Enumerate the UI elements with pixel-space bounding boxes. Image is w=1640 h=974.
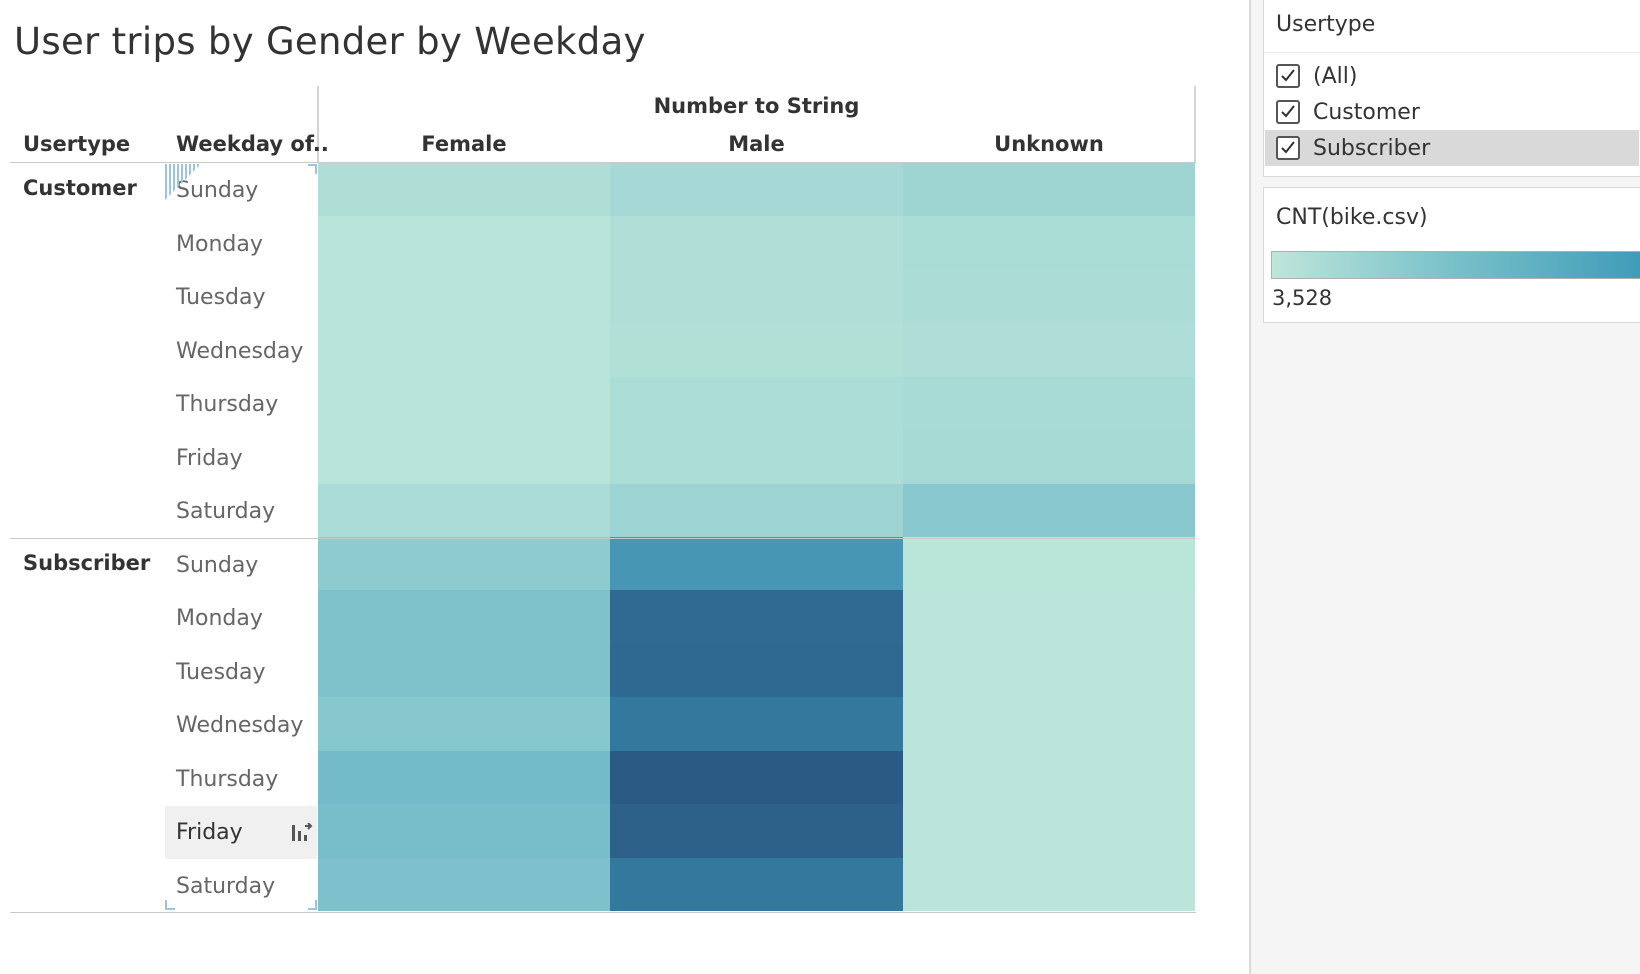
header-divider-right	[1194, 86, 1196, 163]
heatmap-cell[interactable]	[318, 484, 610, 537]
filter-title-rule	[1264, 52, 1640, 53]
table-bottom-rule	[10, 912, 1196, 913]
heatmap-cell[interactable]	[903, 377, 1195, 430]
section-divider	[10, 538, 1196, 539]
heatmap-cell[interactable]	[903, 858, 1195, 911]
heatmap-cell[interactable]	[318, 751, 610, 804]
heatmap-cell[interactable]	[318, 163, 610, 216]
legend-gradient-bar[interactable]	[1271, 251, 1640, 279]
heatmap-cell[interactable]	[318, 377, 610, 430]
heatmap-cell[interactable]	[318, 216, 610, 270]
heatmap-cell[interactable]	[610, 858, 903, 911]
page-title: User trips by Gender by Weekday	[14, 20, 646, 63]
selection-bracket	[308, 900, 317, 910]
filter-option-customer[interactable]: Customer	[1265, 94, 1639, 130]
row-header-weekday[interactable]: Weekday of..	[176, 132, 329, 156]
heatmap-cell[interactable]	[318, 430, 610, 484]
pane-divider[interactable]	[1249, 0, 1251, 974]
weekday-label[interactable]: Sunday	[176, 553, 259, 578]
heatmap-cell[interactable]	[318, 804, 610, 858]
weekday-label[interactable]: Monday	[176, 606, 263, 631]
header-bottom-rule	[10, 162, 1196, 163]
weekday-label[interactable]: Tuesday	[176, 285, 266, 310]
check-icon	[1281, 141, 1295, 154]
legend-min-label: 3,528	[1272, 286, 1333, 310]
weekday-label[interactable]: Saturday	[176, 499, 276, 524]
column-header-male[interactable]: Male	[728, 132, 785, 156]
heatmap-cell[interactable]	[610, 697, 903, 751]
heatmap-cell[interactable]	[318, 270, 610, 323]
heatmap-cell[interactable]	[318, 323, 610, 377]
filter-option-subscriber[interactable]: Subscriber	[1265, 130, 1639, 166]
filter-option-all[interactable]: (All)	[1265, 58, 1639, 94]
filter-option-label: Customer	[1313, 99, 1420, 125]
column-header-female[interactable]: Female	[421, 132, 507, 156]
weekday-label[interactable]: Sunday	[176, 178, 259, 203]
heatmap-cell[interactable]	[903, 697, 1195, 751]
heatmap-cell[interactable]	[610, 270, 903, 323]
weekday-label[interactable]: Thursday	[176, 392, 279, 417]
row-group-customer[interactable]: Customer	[23, 176, 137, 200]
heatmap-cell[interactable]	[903, 323, 1195, 377]
heatmap-cell[interactable]	[318, 858, 610, 911]
heatmap-cell[interactable]	[903, 270, 1195, 323]
heatmap-cell[interactable]	[610, 537, 903, 590]
color-legend-card: CNT(bike.csv) 3,528	[1263, 187, 1640, 323]
selection-corner-marker	[165, 164, 201, 200]
weekday-label[interactable]: Thursday	[176, 767, 279, 792]
heatmap-cell[interactable]	[903, 644, 1195, 697]
weekday-label[interactable]: Wednesday	[176, 339, 304, 364]
column-header-unknown[interactable]: Unknown	[994, 132, 1104, 156]
heatmap-cell[interactable]	[610, 377, 903, 430]
heatmap-cells	[318, 163, 1195, 911]
heatmap-cell[interactable]	[903, 537, 1195, 590]
weekday-label-text: Friday	[176, 820, 243, 845]
heatmap-cell[interactable]	[610, 751, 903, 804]
filter-title: Usertype	[1276, 12, 1376, 37]
heatmap-cell[interactable]	[318, 697, 610, 751]
heatmap-cell[interactable]	[318, 644, 610, 697]
selection-bracket	[165, 900, 175, 910]
check-icon	[1281, 105, 1295, 118]
sort-icon[interactable]	[291, 822, 313, 849]
filter-option-label: Subscriber	[1313, 135, 1431, 161]
weekday-label[interactable]: Monday	[176, 232, 263, 257]
selection-bracket	[308, 164, 317, 174]
heatmap-cell[interactable]	[903, 163, 1195, 216]
row-header-usertype[interactable]: Usertype	[23, 132, 131, 156]
row-group-subscriber[interactable]: Subscriber	[23, 551, 151, 575]
heatmap-cell[interactable]	[610, 163, 903, 216]
check-icon	[1281, 69, 1295, 82]
filter-option-label: (All)	[1313, 63, 1358, 89]
weekday-label[interactable]: Tuesday	[176, 660, 266, 685]
heatmap-cell[interactable]	[903, 430, 1195, 484]
heatmap-cell[interactable]	[610, 323, 903, 377]
heatmap-cell[interactable]	[318, 537, 610, 590]
heatmap-cell[interactable]	[610, 216, 903, 270]
header-divider-left	[317, 86, 319, 163]
checkbox[interactable]	[1276, 100, 1300, 124]
weekday-label[interactable]: Friday	[176, 446, 243, 471]
heatmap-cell[interactable]	[610, 430, 903, 484]
heatmap-cell[interactable]	[318, 590, 610, 644]
heatmap-cell[interactable]	[903, 751, 1195, 804]
heatmap-cell[interactable]	[903, 590, 1195, 644]
legend-title: CNT(bike.csv)	[1276, 205, 1428, 230]
weekday-label-selected[interactable]: Friday	[165, 806, 317, 859]
heatmap-cell[interactable]	[903, 216, 1195, 270]
heatmap-cell[interactable]	[903, 804, 1195, 858]
heatmap-cell[interactable]	[610, 644, 903, 697]
checkbox[interactable]	[1276, 136, 1300, 160]
heatmap-cell[interactable]	[610, 484, 903, 537]
heatmap-cell[interactable]	[610, 804, 903, 858]
checkbox[interactable]	[1276, 64, 1300, 88]
usertype-filter-card: Usertype (All) Customer Subscriber	[1263, 0, 1640, 177]
weekday-label[interactable]: Wednesday	[176, 713, 304, 738]
column-field-header[interactable]: Number to String	[653, 94, 860, 118]
heatmap-cell[interactable]	[610, 590, 903, 644]
heatmap-cell[interactable]	[903, 484, 1195, 537]
weekday-label[interactable]: Saturday	[176, 874, 276, 899]
